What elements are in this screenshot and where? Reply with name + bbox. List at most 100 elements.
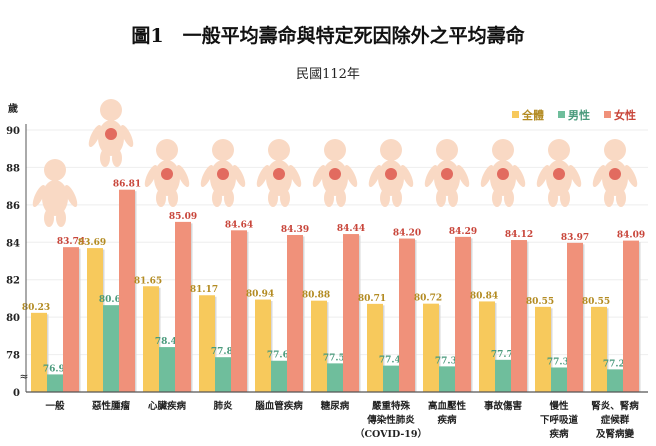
figure-leg bbox=[336, 189, 346, 207]
data-label: 83.69 bbox=[78, 238, 106, 248]
data-label: 77.72 bbox=[491, 350, 519, 360]
figure-arm bbox=[32, 184, 46, 208]
legend-swatch bbox=[558, 111, 565, 118]
figure-body bbox=[42, 180, 68, 216]
bar-女性 bbox=[63, 247, 79, 392]
data-label: 84.39 bbox=[281, 225, 309, 235]
y-tick-label: 84 bbox=[6, 238, 20, 249]
data-label: 77.37 bbox=[435, 356, 463, 366]
organ-highlight bbox=[273, 168, 285, 180]
data-label: 84.29 bbox=[449, 227, 477, 237]
data-label: 86.81 bbox=[113, 180, 141, 190]
figure-leg bbox=[56, 209, 66, 227]
figure-leg bbox=[548, 189, 558, 207]
bar-女性 bbox=[343, 234, 359, 392]
figure-head bbox=[492, 139, 514, 161]
body-figure-icon bbox=[200, 139, 246, 207]
figure-leg bbox=[448, 189, 458, 207]
data-label: 77.41 bbox=[379, 356, 407, 366]
figure-leg bbox=[280, 189, 290, 207]
figure-leg bbox=[492, 189, 502, 207]
figure-arm bbox=[176, 164, 190, 188]
bar-男性 bbox=[327, 363, 343, 392]
data-label: 81.65 bbox=[134, 276, 162, 286]
data-label: 84.44 bbox=[337, 224, 365, 234]
data-label: 77.67 bbox=[267, 351, 295, 361]
body-figure-icon bbox=[32, 159, 78, 227]
data-label: 77.31 bbox=[547, 357, 575, 367]
data-label: 80.88 bbox=[302, 291, 330, 301]
data-label: 84.64 bbox=[225, 220, 253, 230]
organ-highlight bbox=[329, 168, 341, 180]
data-label: 80.72 bbox=[414, 294, 442, 304]
x-tick-label: 一般 bbox=[45, 400, 65, 412]
organ-highlight bbox=[105, 128, 117, 140]
x-tick-label: 疾病 bbox=[549, 428, 569, 440]
x-tick-label: 糖尿病 bbox=[321, 400, 350, 412]
bar-全體 bbox=[31, 312, 47, 392]
body-figure-icon bbox=[144, 139, 190, 207]
x-tick-label: 疾病 bbox=[437, 414, 457, 426]
data-label: 80.84 bbox=[470, 291, 498, 301]
figure-leg bbox=[168, 189, 178, 207]
bar-女性 bbox=[511, 240, 527, 392]
organ-highlight bbox=[441, 168, 453, 180]
x-tick-label: 下呼吸道 bbox=[540, 414, 579, 426]
figure-leg bbox=[504, 189, 514, 207]
figure-arm bbox=[120, 124, 134, 148]
legend-label: 全體 bbox=[521, 108, 544, 122]
figure-head bbox=[548, 139, 570, 161]
bar-男性 bbox=[607, 369, 623, 392]
data-label: 80.55 bbox=[526, 297, 554, 307]
data-label: 77.21 bbox=[603, 359, 631, 369]
data-label: 80.64 bbox=[99, 295, 127, 305]
y-axis-unit: 歲 bbox=[8, 102, 18, 115]
data-label: 84.20 bbox=[393, 229, 421, 239]
body-figure-icon bbox=[592, 139, 638, 207]
figure-head bbox=[604, 139, 626, 161]
figure-leg bbox=[560, 189, 570, 207]
x-tick-label: 症候群 bbox=[601, 414, 630, 426]
figure-arm bbox=[536, 164, 550, 188]
body-figure-icon bbox=[480, 139, 526, 207]
bar-男性 bbox=[103, 305, 119, 392]
bar-女性 bbox=[231, 230, 247, 392]
bar-女性 bbox=[287, 234, 303, 392]
data-label: 84.12 bbox=[505, 230, 533, 240]
figure-arm bbox=[88, 124, 102, 148]
body-figure-icon bbox=[424, 139, 470, 207]
bar-女性 bbox=[567, 242, 583, 392]
x-tick-label: 腎炎、腎病 bbox=[591, 400, 639, 412]
body-figure-icon bbox=[312, 139, 358, 207]
y-tick-label: 90 bbox=[6, 126, 20, 137]
data-label: 83.97 bbox=[561, 233, 589, 243]
figure-leg bbox=[44, 209, 54, 227]
x-tick-label: （COVID-19） bbox=[355, 428, 427, 440]
x-tick-label: 心臟疾病 bbox=[148, 400, 187, 412]
figure-head bbox=[436, 139, 458, 161]
figure-arm bbox=[232, 164, 246, 188]
data-label: 80.55 bbox=[582, 297, 610, 307]
bar-全體 bbox=[423, 303, 439, 392]
bar-全體 bbox=[143, 286, 159, 392]
chart-subtitle: 民國112年 bbox=[296, 67, 360, 82]
data-label: 77.86 bbox=[211, 347, 239, 357]
x-tick-label: 高血壓性 bbox=[428, 400, 467, 412]
bar-女性 bbox=[119, 189, 135, 392]
bar-女性 bbox=[399, 238, 415, 392]
figure-arm bbox=[400, 164, 414, 188]
figure-arm bbox=[456, 164, 470, 188]
figure-arm bbox=[288, 164, 302, 188]
figure-head bbox=[212, 139, 234, 161]
data-label: 80.71 bbox=[358, 294, 386, 304]
y-tick-label: 78 bbox=[6, 351, 20, 362]
body-figure-icon bbox=[256, 139, 302, 207]
axis-break-icon: ≈ bbox=[19, 370, 28, 383]
data-label: 76.94 bbox=[43, 364, 71, 374]
bar-男性 bbox=[551, 367, 567, 392]
legend-label: 男性 bbox=[568, 108, 590, 122]
figure-arm bbox=[200, 164, 214, 188]
body-figure-icon bbox=[88, 99, 134, 167]
figure-leg bbox=[436, 189, 446, 207]
figure-arm bbox=[368, 164, 382, 188]
